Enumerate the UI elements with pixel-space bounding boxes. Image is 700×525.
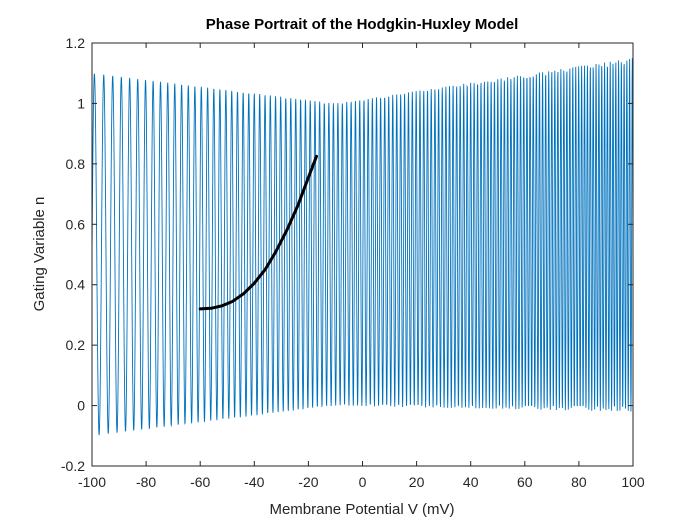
y-tick-label: 0.8 [66,156,86,172]
x-tick-label: 60 [517,474,533,490]
x-tick-label: 0 [359,474,367,490]
x-tick-label: -60 [190,474,210,490]
x-tick-label: -80 [136,474,156,490]
series-trajectory-curve [198,154,319,311]
y-axis-label: Gating Variable n [31,197,48,312]
plot-area [92,58,633,436]
y-tick-label: 0.6 [66,216,86,232]
y-tick-label: 0.4 [66,277,86,293]
x-tick-label: 80 [571,474,587,490]
y-tick-label: 0 [77,398,85,414]
y-tick-label: 1.2 [66,35,86,51]
x-tick-label: -20 [298,474,318,490]
x-tick-label: 40 [463,474,479,490]
y-tick-label: 0.2 [66,337,86,353]
x-tick-label: 20 [409,474,425,490]
x-tick-label: -40 [244,474,264,490]
x-tick-label: 100 [621,474,645,490]
x-tick-label: -100 [78,474,106,490]
chart-title: Phase Portrait of the Hodgkin-Huxley Mod… [206,16,519,33]
y-tick-label: -0.2 [61,458,85,474]
y-tick-label: 1 [77,95,85,111]
x-axis-label: Membrane Potential V (mV) [269,501,454,518]
series-oscillation-band [92,58,633,436]
axes: -100 -80 -60 -40 -20 0 20 40 60 80 100 -0.2 0 0.2 0.4 0… [61,35,645,490]
